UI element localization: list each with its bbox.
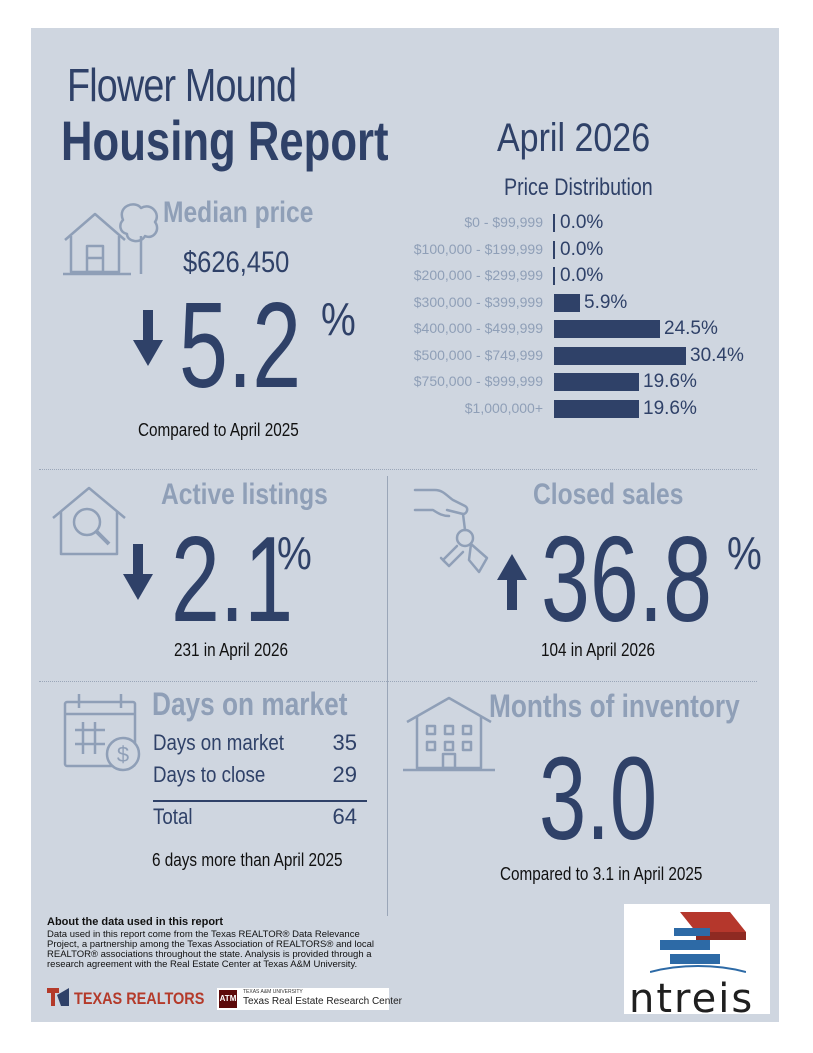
price-range-label: $750,000 - $999,999 [413,373,543,389]
price-distribution-row: $400,000 - $499,999 24.5% [399,318,769,340]
arrow-down-icon [133,310,163,366]
arrow-down-icon [123,544,153,600]
house-tree-icon [63,203,159,276]
price-distribution-row: $300,000 - $399,999 5.9% [399,292,769,314]
arrow-up-icon [497,554,527,610]
price-range-label: $300,000 - $399,999 [413,293,543,310]
price-distribution-zero-bar [553,240,555,259]
dom-row-value: 35 [332,730,357,755]
calendar-dollar-icon: $ [63,694,141,772]
dom-total-rule [153,800,367,802]
price-distribution-bar [554,373,639,391]
median-price-value: $626,450 [183,246,290,279]
price-distribution-value: 0.0% [560,238,604,260]
price-distribution-title: Price Distribution [504,174,653,201]
months-of-inventory-title: Months of inventory [489,688,740,724]
hand-keys-icon [413,488,489,574]
price-distribution-row: $0 - $99,999 0.0% [399,212,769,234]
closed-sales-caption: 104 in April 2026 [541,640,655,660]
tamu-small-text: TEXAS A&M UNIVERSITY [243,989,303,995]
price-distribution-row: $200,000 - $299,999 0.0% [399,265,769,287]
price-range-label: $500,000 - $749,999 [413,346,543,363]
closed-percent-sign: % [727,527,762,579]
price-range-label: $400,000 - $499,999 [413,320,543,336]
active-listings-change: 2.1 [171,511,294,647]
divider-vertical [387,476,388,916]
median-price-change: 5.2 [179,277,302,413]
magnifier-house-icon [52,486,126,556]
dom-row-label: Days on market [153,730,284,755]
price-distribution-bar [554,293,580,312]
texas-realtors-mark-icon [47,988,69,1006]
texas-realtors-logo: TEXAS REALTORS [47,988,227,1009]
ntreis-wordmark: ntreis [629,976,755,1022]
price-distribution-value: 0.0% [560,265,604,286]
median-caption: Compared to April 2025 [138,420,299,440]
median-percent-sign: % [321,293,356,345]
price-distribution-bar [554,320,660,338]
dom-row-label: Days to close [153,762,266,787]
tamu-name-text: Texas Real Estate Research Center [243,996,402,1007]
price-distribution-value: 19.6% [643,397,697,419]
price-distribution-value: 24.5% [664,318,718,339]
months-of-inventory-value: 3.0 [539,733,658,865]
price-distribution-row: $500,000 - $749,999 30.4% [399,345,769,367]
median-price-title: Median price [163,196,314,229]
price-distribution-value: 0.0% [560,212,604,233]
price-distribution-zero-bar [553,214,555,232]
price-distribution-row: $750,000 - $999,999 19.6% [399,371,769,393]
ntreis-house-mark-icon [650,912,746,973]
active-percent-sign: % [277,527,312,579]
divider-middle [39,681,757,682]
svg-text:$: $ [117,742,129,767]
price-distribution-value: 5.9% [584,291,628,313]
price-range-label: $100,000 - $199,999 [413,240,543,257]
tamu-mark-icon: ATM [219,990,237,1008]
dom-row-value: 64 [332,804,357,829]
price-range-label: $1,000,000+ [464,399,543,416]
dom-row-value: 29 [332,762,357,787]
price-distribution-value: 30.4% [690,344,744,366]
report-title: Housing Report [61,109,389,172]
closed-sales-change: 36.8 [541,511,712,647]
active-listings-caption: 231 in April 2026 [174,640,288,660]
price-distribution-bar [554,399,639,418]
tamu-research-center-logo: ATM TEXAS A&M UNIVERSITY Texas Real Esta… [217,988,402,1010]
price-distribution-row: $1,000,000+ 19.6% [399,398,769,420]
price-range-label: $200,000 - $299,999 [413,267,543,283]
report-panel: Flower Mound Housing Report April 2026 M… [31,28,779,1022]
dom-row-label: Total [153,804,193,829]
active-listings-title: Active listings [161,478,328,511]
price-distribution-zero-bar [553,267,555,285]
days-on-market-title: Days on market [152,686,348,722]
closed-sales-title: Closed sales [533,478,684,511]
price-distribution-bar [554,346,686,365]
texas-realtors-text: TEXAS REALTORS [73,989,205,1008]
price-range-label: $0 - $99,999 [464,214,543,230]
price-distribution-value: 19.6% [643,371,697,392]
divider-top [39,469,757,470]
report-month: April 2026 [497,116,651,160]
dom-caption: 6 days more than April 2025 [152,850,343,870]
apartment-building-icon [403,696,495,772]
city-name: Flower Mound [67,59,297,111]
about-data-body: Data used in this report come from the T… [47,929,375,970]
ntreis-logo: ntreis [624,904,770,1022]
about-data-title: About the data used in this report [47,916,224,928]
price-distribution-row: $100,000 - $199,999 0.0% [399,239,769,261]
months-of-inventory-caption: Compared to 3.1 in April 2025 [500,864,703,884]
